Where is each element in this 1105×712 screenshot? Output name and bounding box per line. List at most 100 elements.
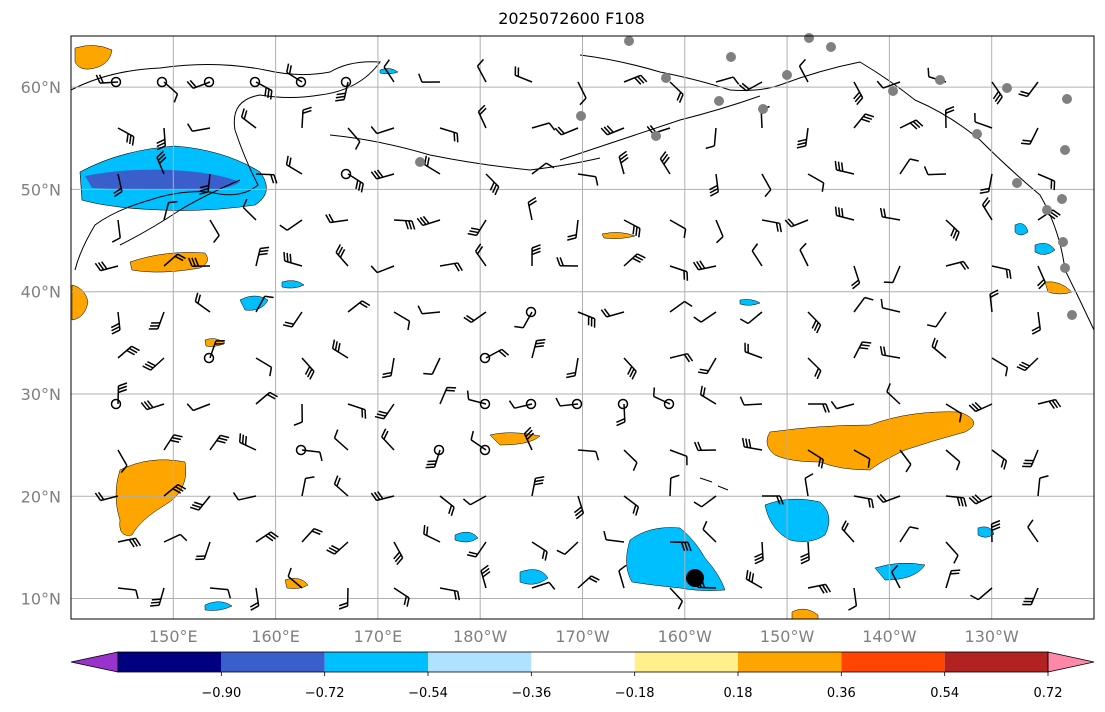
wind-barb xyxy=(669,300,693,313)
kuril-islands xyxy=(119,179,241,246)
wind-barb xyxy=(382,357,395,379)
wind-barb xyxy=(623,495,640,516)
wind-barb xyxy=(531,338,546,359)
wind-barb xyxy=(880,298,901,313)
colorbar-tick-label: −0.72 xyxy=(305,686,345,701)
wind-barb xyxy=(876,493,901,504)
wind-barb xyxy=(94,261,119,272)
wind-barb xyxy=(745,570,763,589)
wind-barb xyxy=(485,173,500,196)
negative-contour-region xyxy=(204,601,233,611)
wind-barb xyxy=(531,476,545,497)
wind-barb xyxy=(830,400,855,410)
wind-barb xyxy=(761,495,784,505)
wind-barb xyxy=(618,564,627,589)
wind-barb xyxy=(603,530,625,543)
wind-barb xyxy=(566,357,579,379)
wind-barb xyxy=(514,66,533,83)
wind-barb xyxy=(1037,173,1056,191)
wind-barb xyxy=(968,401,993,413)
wind-barb xyxy=(186,403,211,412)
wind-barb xyxy=(381,428,395,451)
wind-barb xyxy=(623,74,648,85)
wind-barb xyxy=(326,541,349,555)
wind-barb xyxy=(807,357,822,380)
colorbar-extend-low xyxy=(70,651,119,673)
wind-barb xyxy=(989,289,999,313)
wind-barb xyxy=(1020,127,1039,145)
wind-barb xyxy=(439,386,457,405)
positive-contour-region xyxy=(71,284,89,321)
wind-barb xyxy=(970,587,993,601)
wind-barb xyxy=(804,473,814,497)
wind-barb xyxy=(189,495,211,511)
wind-barb xyxy=(879,345,901,359)
wind-barb xyxy=(554,126,579,136)
positive-contour-region xyxy=(791,608,819,620)
wind-barb xyxy=(194,292,211,313)
wind-barb xyxy=(600,125,625,136)
colorbar-extend-high xyxy=(1047,651,1095,673)
lon-label: 160°W xyxy=(658,627,713,646)
wind-barb xyxy=(1031,311,1042,335)
wind-barb xyxy=(370,491,395,502)
wind-barb xyxy=(669,219,687,238)
calm-marker xyxy=(525,398,537,410)
aleutian-islands xyxy=(329,134,601,171)
wind-barb xyxy=(1022,449,1039,468)
calm-marker xyxy=(110,76,122,88)
wind-barb xyxy=(754,541,764,565)
negative-contour-region xyxy=(977,526,995,538)
calm-marker xyxy=(433,444,445,456)
wind-barb xyxy=(979,173,993,195)
positive-contour-region xyxy=(766,411,974,471)
wind-barb xyxy=(841,520,855,543)
wind-barb xyxy=(807,583,832,594)
wind-barb xyxy=(466,541,487,558)
wind-barb xyxy=(799,242,809,267)
wind-barb xyxy=(709,173,720,197)
lon-label: 140°W xyxy=(862,627,917,646)
wind-barb xyxy=(287,567,303,589)
wind-barb xyxy=(293,403,303,426)
wind-barb xyxy=(255,246,270,267)
wind-barb xyxy=(425,449,441,469)
wind-barb xyxy=(1037,398,1062,410)
lat-label: 20°N xyxy=(21,487,61,506)
wind-barb xyxy=(527,196,537,221)
wind-barb xyxy=(514,311,533,329)
wind-barb xyxy=(990,519,1001,543)
calm-marker xyxy=(203,352,215,364)
hawaii-islands xyxy=(699,477,729,491)
wind-barb xyxy=(163,483,187,497)
wind-barb xyxy=(418,73,441,83)
wind-barb xyxy=(393,219,416,230)
wind-barb xyxy=(577,449,600,461)
wind-barb xyxy=(848,587,858,611)
storm-center-marker xyxy=(686,569,704,587)
wind-barb xyxy=(945,260,970,271)
wind-barb xyxy=(577,81,587,106)
wind-barb xyxy=(466,390,487,405)
wind-barb xyxy=(374,403,395,420)
wind-barb xyxy=(577,311,596,328)
colorbar-tick-label: 0.18 xyxy=(724,686,753,701)
wind-barb xyxy=(715,219,724,244)
lat-label: 40°N xyxy=(21,283,61,302)
colorbar-segment xyxy=(531,652,635,672)
coastline-asia xyxy=(70,61,381,271)
wind-barb xyxy=(393,587,410,607)
wind-barb xyxy=(945,541,959,564)
wind-barb xyxy=(95,74,119,84)
wind-barb xyxy=(480,564,491,589)
wind-barb xyxy=(853,296,874,313)
wind-barb xyxy=(739,396,763,406)
wind-barb xyxy=(968,494,993,505)
wind-barb xyxy=(974,112,993,129)
wind-barb xyxy=(199,173,211,195)
wind-barb xyxy=(283,311,303,328)
wind-barb xyxy=(301,476,315,497)
wind-barb xyxy=(283,251,303,267)
wind-barb xyxy=(255,391,278,405)
wind-barb xyxy=(333,475,349,497)
